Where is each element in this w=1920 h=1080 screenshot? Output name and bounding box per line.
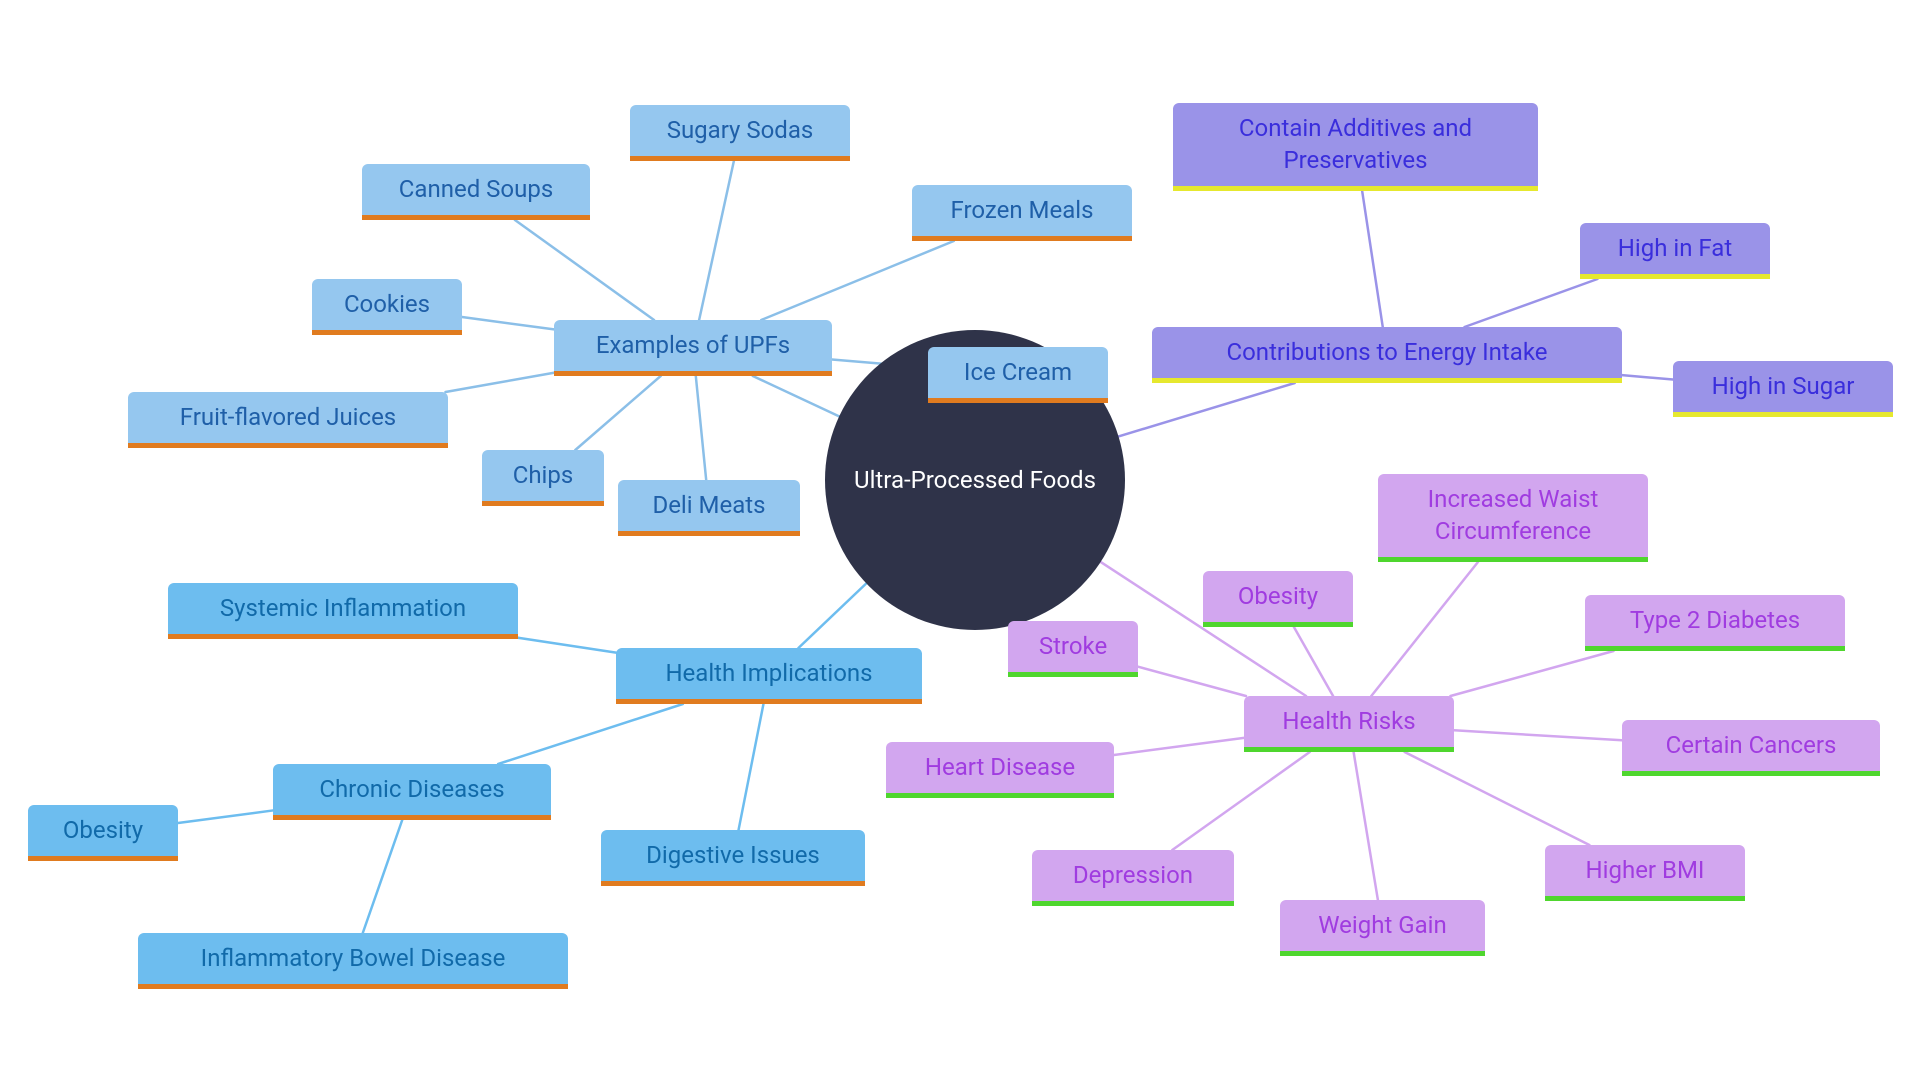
edge [1114,738,1244,755]
edge [696,376,706,480]
edge [1354,752,1378,900]
edge [1622,375,1673,379]
edge [498,704,683,764]
node-sodas: Sugary Sodas [630,105,850,161]
edge [1405,752,1590,845]
edge [515,220,654,320]
edge [518,638,616,653]
edge [753,376,839,416]
edge [1362,191,1383,327]
edge [1371,562,1478,696]
edge [363,820,402,933]
node-digestive: Digestive Issues [601,830,865,886]
edge [1172,752,1309,850]
edge [739,704,764,830]
node-examples: Examples of UPFs [554,320,832,376]
node-obesity1: Obesity [28,805,178,861]
node-ibd: Inflammatory Bowel Disease [138,933,568,989]
center-label: Ultra-Processed Foods [854,466,1096,494]
node-weight: Weight Gain [1280,900,1485,956]
node-chips: Chips [482,450,604,506]
node-inflam: Systemic Inflammation [168,583,518,639]
edge [1294,627,1333,696]
node-additives: Contain Additives and Preservatives [1173,103,1538,191]
node-juices: Fruit-flavored Juices [128,392,448,448]
node-fat: High in Fat [1580,223,1770,279]
node-stroke: Stroke [1008,621,1138,677]
edge [462,317,554,329]
node-t2d: Type 2 Diabetes [1585,595,1845,651]
node-risks: Health Risks [1244,696,1454,752]
node-heart: Heart Disease [886,742,1114,798]
node-deli: Deli Meats [618,480,800,536]
node-cancers: Certain Cancers [1622,720,1880,776]
edge [699,161,734,320]
node-obesity2: Obesity [1203,571,1353,627]
edge [1454,730,1622,740]
edge [446,373,555,392]
edge [575,376,660,450]
edge [1138,667,1246,696]
node-canned: Canned Soups [362,164,590,220]
node-icecream: Ice Cream [928,347,1108,403]
node-chronic: Chronic Diseases [273,764,551,820]
edge [1465,279,1598,327]
node-frozen: Frozen Meals [912,185,1132,241]
node-bmi: Higher BMI [1545,845,1745,901]
node-depression: Depression [1032,850,1234,906]
edge [1119,383,1295,436]
edge [798,583,866,648]
edge [1450,651,1613,696]
edge [761,241,954,320]
node-implications: Health Implications [616,648,922,704]
edge [178,810,273,823]
node-contrib: Contributions to Energy Intake [1152,327,1622,383]
node-cookies: Cookies [312,279,462,335]
node-sugar: High in Sugar [1673,361,1893,417]
node-waist: Increased Waist Circumference [1378,474,1648,562]
